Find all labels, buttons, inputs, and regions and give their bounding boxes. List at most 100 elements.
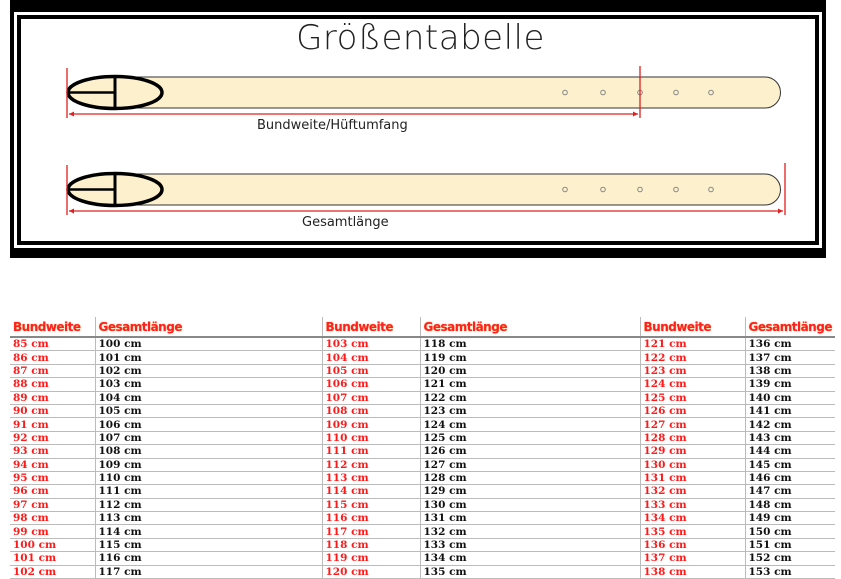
table-row: 101 cm 116 cm 119 cm 134 cm 137 cm 152 cm [10,551,835,566]
waist-cell: 129 cm [639,444,745,459]
total-length-cell: 124 cm [419,417,640,432]
table-row: 91 cm 106 cm 109 cm 124 cm 127 cm 142 cm [10,417,835,432]
waist-cell: 133 cm [639,498,745,513]
waist-cell: 93 cm [10,444,95,459]
belt-total [66,163,786,215]
waist-cell: 85 cm [10,337,95,352]
waist-cell: 135 cm [639,524,745,539]
total-length-cell: 114 cm [94,524,322,539]
total-length-cell: 112 cm [94,498,322,513]
waist-cell: 106 cm [321,377,420,392]
table-row: 100 cm 115 cm 118 cm 133 cm 136 cm 151 cm [10,538,835,553]
waist-cell: 100 cm [10,538,95,553]
waist-cell: 115 cm [321,498,420,513]
waist-cell: 97 cm [10,498,95,513]
waist-cell: 86 cm [10,350,95,365]
header-total-length: Gesamtlänge [744,317,835,338]
header-waist: Bundweite [639,317,745,338]
waist-cell: 121 cm [639,337,745,352]
total-length-cell: 149 cm [744,511,835,526]
waist-cell: 120 cm [321,565,420,579]
total-length-cell: 152 cm [744,551,835,566]
total-length-cell: 143 cm [744,431,835,446]
waist-cell: 104 cm [321,350,420,365]
table-row: 85 cm 100 cm 103 cm 118 cm 121 cm 136 cm [10,337,835,352]
total-length-cell: 140 cm [744,391,835,405]
total-length-cell: 116 cm [94,551,322,566]
waist-label: Bundweite/Hüftumfang [257,118,408,133]
table-row: 90 cm 105 cm 108 cm 123 cm 126 cm 141 cm [10,404,835,419]
waist-cell: 95 cm [10,471,95,486]
waist-cell: 91 cm [10,417,95,432]
total-length-cell: 145 cm [744,458,835,472]
header-waist: Bundweite [10,317,95,338]
waist-cell: 116 cm [321,511,420,526]
total-length-cell: 130 cm [419,498,640,513]
waist-cell: 132 cm [639,484,745,499]
total-length-cell: 101 cm [94,350,322,365]
total-length-cell: 105 cm [94,404,322,419]
waist-cell: 118 cm [321,538,420,553]
total-length-cell: 126 cm [419,444,640,459]
waist-cell: 117 cm [321,524,420,539]
waist-cell: 88 cm [10,377,95,392]
table-row: 92 cm 107 cm 110 cm 125 cm 128 cm 143 cm [10,431,835,446]
total-length-cell: 104 cm [94,391,322,405]
table-row: 98 cm 113 cm 116 cm 131 cm 134 cm 149 cm [10,511,835,526]
total-length-cell: 141 cm [744,404,835,419]
total-length-cell: 142 cm [744,417,835,432]
total-length-cell: 123 cm [419,404,640,419]
waist-cell: 92 cm [10,431,95,446]
table-row: 88 cm 103 cm 106 cm 121 cm 124 cm 139 cm [10,377,835,392]
waist-cell: 114 cm [321,484,420,499]
table-row: 86 cm 101 cm 104 cm 119 cm 122 cm 137 cm [10,350,835,365]
waist-cell: 101 cm [10,551,95,566]
total-length-cell: 121 cm [419,377,640,392]
total-length-cell: 103 cm [94,377,322,392]
waist-cell: 131 cm [639,471,745,486]
total-length-cell: 100 cm [94,337,322,352]
table-row: 96 cm 111 cm 114 cm 129 cm 132 cm 147 cm [10,484,835,499]
total-length-cell: 120 cm [419,364,640,379]
total-length-label: Gesamtlänge [302,215,389,230]
total-length-cell: 107 cm [94,431,322,446]
total-length-cell: 150 cm [744,524,835,539]
total-length-cell: 134 cm [419,551,640,566]
total-length-cell: 139 cm [744,377,835,392]
table-header: Bundweite Gesamtlänge Bundweite Gesamtlänge… [10,317,835,338]
waist-cell: 111 cm [321,444,420,459]
waist-cell: 98 cm [10,511,95,526]
total-length-cell: 111 cm [94,484,322,499]
header-waist: Bundweite [321,317,420,338]
waist-cell: 126 cm [639,404,745,419]
total-length-cell: 153 cm [744,565,835,579]
total-length-cell: 118 cm [419,337,640,352]
waist-cell: 122 cm [639,350,745,365]
waist-cell: 94 cm [10,458,95,472]
belt-waist [66,66,781,118]
total-length-cell: 106 cm [94,417,322,432]
header-total-length: Gesamtlänge [94,317,322,338]
table-row: 93 cm 108 cm 111 cm 126 cm 129 cm 144 cm [10,444,835,459]
waist-cell: 108 cm [321,404,420,419]
total-length-cell: 108 cm [94,444,322,459]
waist-cell: 109 cm [321,417,420,432]
belt-size-diagram [10,0,826,258]
page-title: Größentabelle [296,18,545,58]
waist-cell: 136 cm [639,538,745,553]
total-length-cell: 131 cm [419,511,640,526]
waist-cell: 112 cm [321,458,420,472]
table-row: 87 cm 102 cm 105 cm 120 cm 123 cm 138 cm [10,364,835,379]
waist-cell: 138 cm [639,565,745,579]
table-row: 89 cm 104 cm 107 cm 122 cm 125 cm 140 cm [10,391,835,405]
total-length-cell: 102 cm [94,364,322,379]
total-length-cell: 151 cm [744,538,835,553]
table-row: 99 cm 114 cm 117 cm 132 cm 135 cm 150 cm [10,524,835,539]
waist-cell: 110 cm [321,431,420,446]
total-length-cell: 148 cm [744,498,835,513]
waist-cell: 113 cm [321,471,420,486]
waist-cell: 102 cm [10,565,95,579]
waist-cell: 96 cm [10,484,95,499]
waist-cell: 125 cm [639,391,745,405]
total-length-cell: 110 cm [94,471,322,486]
